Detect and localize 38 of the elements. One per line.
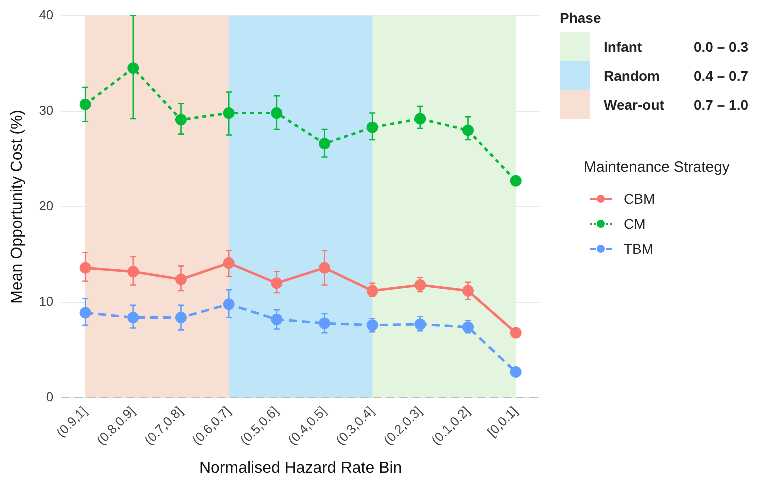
point [510, 366, 522, 378]
point [80, 262, 92, 274]
point [223, 298, 235, 310]
point [366, 122, 378, 134]
y-tick-label: 20 [39, 198, 54, 214]
point [366, 285, 378, 297]
point [80, 307, 92, 319]
point [128, 312, 140, 324]
point [80, 98, 92, 110]
legend-label: CBM [624, 190, 656, 206]
text: 0.0 – 0.3 [694, 38, 748, 54]
point [128, 62, 140, 74]
point [414, 318, 426, 330]
x-axis-title: Normalised Hazard Rate Bin [199, 460, 402, 477]
legend-label: CM [624, 216, 646, 232]
point [128, 266, 140, 278]
point [223, 108, 235, 120]
y-tick-label: 0 [46, 390, 54, 405]
y-tick-label: 10 [39, 294, 54, 310]
text: Phase [560, 10, 602, 26]
text: Random [604, 68, 661, 84]
point [510, 327, 522, 339]
point [271, 278, 283, 290]
legend-label: TBM [624, 240, 654, 256]
text: 0.4 – 0.7 [694, 68, 748, 84]
text: Wear-out [604, 96, 666, 112]
y-tick-label: 30 [39, 102, 54, 118]
point [414, 280, 426, 292]
y-tick-label: 40 [39, 7, 54, 22]
legend-title: Maintenance Strategy [584, 159, 731, 176]
point [271, 108, 283, 120]
y-axis-title: Mean Opportunity Cost (%) [9, 110, 26, 304]
text: 0.7 – 1.0 [694, 96, 748, 112]
text: Infant [604, 38, 644, 54]
point [271, 314, 283, 326]
point [223, 258, 235, 270]
point [510, 175, 522, 187]
point [414, 113, 426, 125]
